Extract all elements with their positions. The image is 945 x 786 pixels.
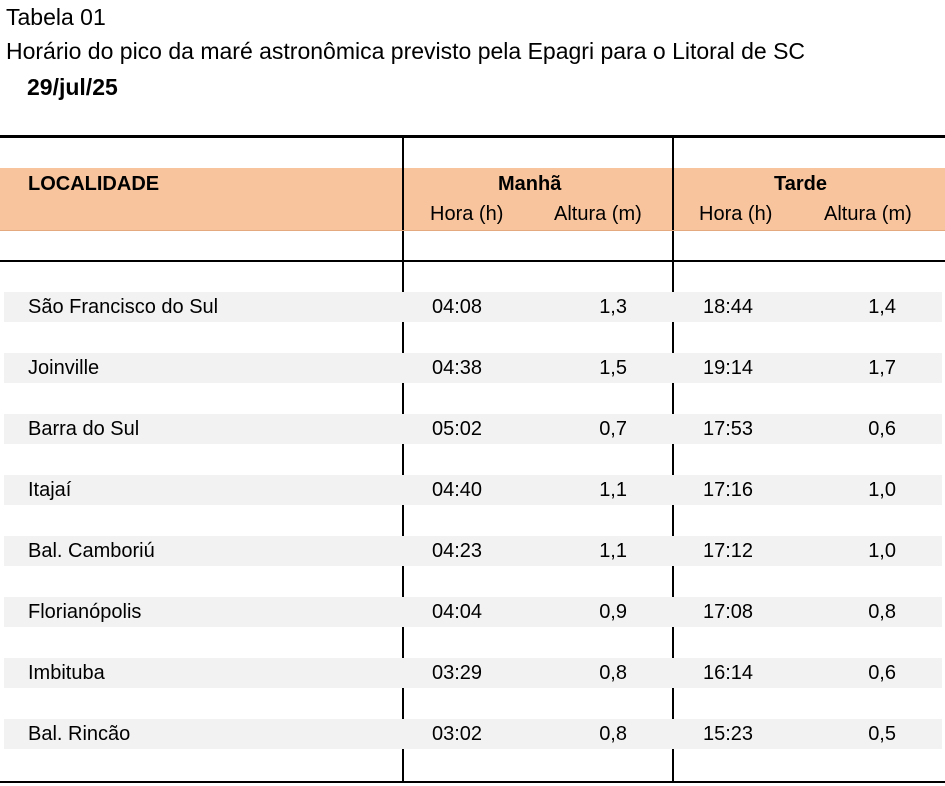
row-locality: São Francisco do Sul bbox=[28, 296, 219, 318]
row-locality: Bal. Rincão bbox=[28, 723, 131, 745]
row-morning-hour: 05:02 bbox=[432, 418, 483, 440]
row-afternoon-hour: 17:08 bbox=[703, 601, 754, 623]
header-band-bottom bbox=[0, 230, 945, 231]
row-locality: Barra do Sul bbox=[28, 418, 140, 440]
table-row bbox=[4, 475, 942, 505]
row-morning-height: 1,1 bbox=[599, 540, 627, 562]
table-row bbox=[4, 536, 942, 566]
header-band bbox=[0, 168, 945, 231]
row-morning-hour: 04:40 bbox=[432, 479, 483, 501]
row-afternoon-hour: 19:14 bbox=[703, 357, 754, 379]
column-header-morning: Manhã bbox=[498, 173, 562, 195]
row-morning-height: 1,5 bbox=[599, 357, 627, 379]
table-date: 29/jul/25 bbox=[27, 74, 118, 100]
row-afternoon-height: 0,5 bbox=[868, 723, 896, 745]
row-locality: Imbituba bbox=[28, 662, 105, 684]
row-locality: Bal. Camboriú bbox=[28, 540, 155, 562]
row-morning-hour: 04:08 bbox=[432, 296, 483, 318]
column-header-afternoon-height: Altura (m) bbox=[824, 203, 912, 225]
column-header-afternoon: Tarde bbox=[774, 173, 827, 195]
row-locality: Joinville bbox=[28, 357, 100, 379]
row-afternoon-height: 0,6 bbox=[868, 662, 896, 684]
table-row bbox=[4, 292, 942, 322]
table-row bbox=[4, 353, 942, 383]
column-divider-2 bbox=[672, 137, 674, 782]
row-afternoon-height: 1,0 bbox=[868, 479, 896, 501]
column-divider-1 bbox=[402, 137, 404, 782]
table-subtitle: Horário do pico da maré astronômica prev… bbox=[6, 38, 806, 64]
table-row bbox=[4, 719, 942, 749]
row-afternoon-height: 1,4 bbox=[868, 296, 896, 318]
row-morning-hour: 04:04 bbox=[432, 601, 483, 623]
row-morning-height: 1,1 bbox=[599, 479, 627, 501]
row-morning-height: 0,8 bbox=[599, 723, 627, 745]
row-afternoon-hour: 18:44 bbox=[703, 296, 754, 318]
row-morning-height: 0,9 bbox=[599, 601, 627, 623]
column-header-locality: LOCALIDADE bbox=[28, 173, 160, 195]
column-header-morning-height: Altura (m) bbox=[554, 203, 642, 225]
row-locality: Florianópolis bbox=[28, 601, 142, 623]
column-header-afternoon-hour: Hora (h) bbox=[699, 203, 773, 225]
row-afternoon-hour: 17:16 bbox=[703, 479, 754, 501]
row-afternoon-hour: 16:14 bbox=[703, 662, 754, 684]
row-afternoon-hour: 17:53 bbox=[703, 418, 754, 440]
header-bottom-border bbox=[0, 260, 945, 262]
row-morning-height: 1,3 bbox=[599, 296, 627, 318]
column-header-morning-hour: Hora (h) bbox=[430, 203, 504, 225]
header-divider-2 bbox=[672, 168, 674, 231]
row-afternoon-hour: 17:12 bbox=[703, 540, 754, 562]
table-bottom-border bbox=[0, 781, 945, 783]
row-morning-hour: 04:38 bbox=[432, 357, 483, 379]
row-morning-hour: 03:29 bbox=[432, 662, 483, 684]
row-morning-hour: 04:23 bbox=[432, 540, 483, 562]
row-morning-height: 0,7 bbox=[599, 418, 627, 440]
header-divider-1 bbox=[402, 168, 404, 231]
table-top-border bbox=[0, 135, 945, 138]
table-row bbox=[4, 414, 942, 444]
row-afternoon-hour: 15:23 bbox=[703, 723, 754, 745]
row-afternoon-height: 0,6 bbox=[868, 418, 896, 440]
table-row bbox=[4, 597, 942, 627]
row-morning-height: 0,8 bbox=[599, 662, 627, 684]
row-afternoon-height: 1,7 bbox=[868, 357, 896, 379]
table-label: Tabela 01 bbox=[6, 4, 106, 30]
row-afternoon-height: 1,0 bbox=[868, 540, 896, 562]
row-morning-hour: 03:02 bbox=[432, 723, 483, 745]
table-row bbox=[4, 658, 942, 688]
row-afternoon-height: 0,8 bbox=[868, 601, 896, 623]
row-locality: Itajaí bbox=[28, 479, 72, 501]
